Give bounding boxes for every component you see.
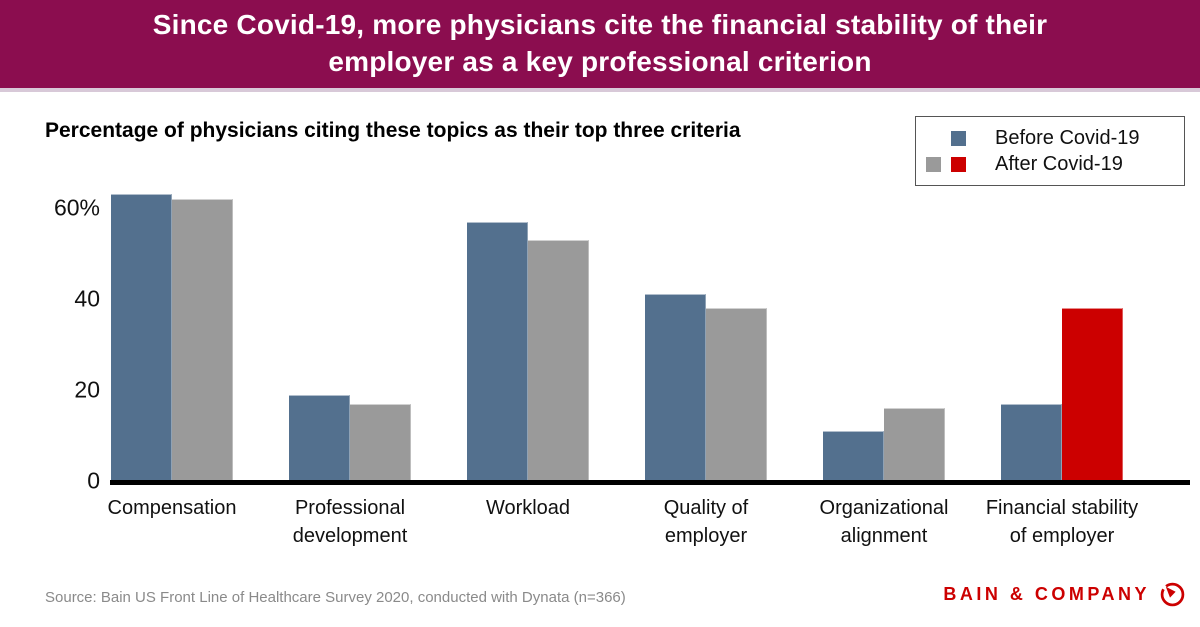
bar-group: Professional development [289, 191, 411, 550]
bain-compass-icon [1160, 582, 1185, 607]
category-label: Compensation [107, 497, 237, 519]
plot-area: Compensation Professional development Work… [108, 191, 1138, 550]
y-tick-label: 60% [53, 194, 100, 221]
brand-logo: BAIN & COMPANY [943, 582, 1185, 607]
brand-wordmark: BAIN & COMPANY [943, 584, 1150, 604]
after-covid-red-swatch [951, 156, 966, 172]
bar-group: Financial stability of employer [986, 191, 1138, 550]
bar-pair [111, 191, 233, 481]
bar-after-covid [528, 240, 589, 481]
source-note: Source: Bain US Front Line of Healthcare… [45, 589, 626, 606]
y-tick-label: 40 [74, 285, 100, 312]
x-axis-line [110, 480, 1190, 485]
y-tick-label: 0 [87, 467, 100, 494]
bar-pair [645, 191, 767, 481]
category-label: Quality of employer [663, 497, 749, 547]
category-label: Organizational alignment [819, 497, 949, 547]
title-banner: Since Covid-19, more physicians cite the… [0, 0, 1200, 92]
bar-after-covid [1062, 308, 1123, 481]
bar-pair [289, 191, 411, 481]
bar-group: Compensation [108, 191, 236, 550]
page-title: Since Covid-19, more physicians cite the… [152, 9, 1048, 77]
bar-after-covid [350, 404, 411, 481]
bar-after-covid [172, 199, 233, 481]
legend-label-before: Before Covid-19 [995, 126, 1140, 149]
bar-before-covid [1001, 404, 1062, 481]
category-label: Financial stability of employer [985, 497, 1139, 547]
after-covid-gray-swatch [926, 156, 941, 172]
before-covid-swatch [951, 130, 966, 146]
legend-row-before: Before Covid-19 [926, 125, 1174, 151]
bar-after-covid [706, 308, 767, 481]
legend-label-after: After Covid-19 [995, 152, 1123, 175]
bar-group: Organizational alignment [820, 191, 948, 550]
bar-pair [823, 191, 945, 481]
bar-after-covid [884, 408, 945, 481]
bar-pair [467, 191, 589, 481]
bar-before-covid [823, 431, 884, 481]
y-axis: 60% 40 20 0 [45, 191, 100, 494]
bar-before-covid [289, 395, 350, 481]
bar-chart: 60% 40 20 0 Compensation Professional develo… [45, 191, 1190, 561]
bar-group: Quality of employer [645, 191, 767, 550]
bar-before-covid [111, 194, 172, 481]
category-label: Workload [485, 497, 571, 519]
y-tick-label: 20 [74, 376, 100, 403]
bar-pair [1001, 191, 1123, 481]
bar-before-covid [467, 222, 528, 481]
category-label: Professional development [292, 497, 408, 547]
legend-row-after: After Covid-19 [926, 151, 1174, 177]
bar-before-covid [645, 294, 706, 481]
bar-group: Workload [467, 191, 589, 550]
legend: Before Covid-19 After Covid-19 [915, 116, 1185, 186]
chart-subtitle: Percentage of physicians citing these to… [45, 119, 741, 142]
